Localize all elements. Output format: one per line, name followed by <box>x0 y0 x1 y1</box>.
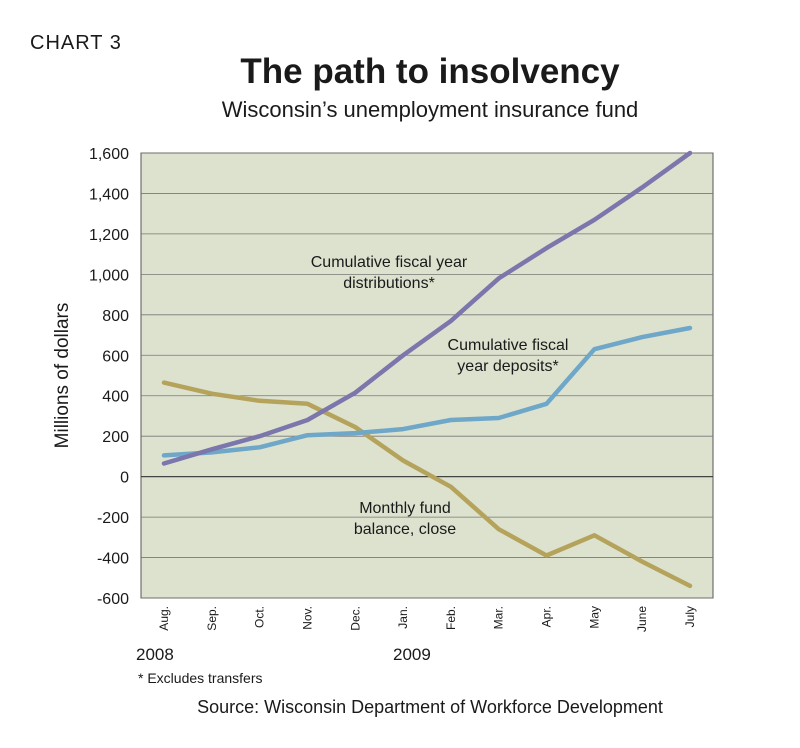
series-label: Cumulative fiscal year deposits* <box>448 337 569 375</box>
x-tick-label: Feb. <box>444 606 458 630</box>
x-tick-label: Apr. <box>540 606 554 627</box>
series-label-line: Cumulative fiscal year <box>311 254 468 271</box>
x-tick-label: Jan. <box>396 606 410 629</box>
series-line <box>161 380 693 589</box>
chart-title: The path to insolvency <box>240 52 620 91</box>
x-tick-label: Nov. <box>300 606 314 630</box>
footnote: * Excludes transfers <box>138 670 263 686</box>
series-line <box>161 325 693 458</box>
year-label: 2008 <box>136 645 174 664</box>
y-tick-label: -200 <box>97 510 129 527</box>
y-tick-label: 1,600 <box>89 146 129 163</box>
x-tick-label: Oct. <box>253 606 267 628</box>
x-tick-label: Sep. <box>205 606 219 631</box>
series-label-line: distributions* <box>343 275 435 292</box>
chart-number-label: CHART 3 <box>30 32 122 54</box>
series-label: Cumulative fiscal year distributions* <box>311 254 468 292</box>
x-tick-label: May <box>587 606 601 629</box>
series-label-line: balance, close <box>354 521 456 538</box>
y-tick-label: 200 <box>102 429 129 446</box>
gridlines <box>141 152 713 599</box>
y-tick-label: 800 <box>102 308 129 325</box>
year-label: 2009 <box>393 645 431 664</box>
x-axis-tick-labels: Aug. Sep. Oct. Nov. Dec. Jan. Feb. Mar. Apr. May J… <box>157 606 697 632</box>
source-note: Source: Wisconsin Department of Workforc… <box>197 697 663 717</box>
y-tick-label: 1,200 <box>89 227 129 244</box>
x-tick-label: June <box>635 606 649 632</box>
y-axis-label: Millions of dollars <box>52 303 73 449</box>
y-axis-tick-labels: 1,600 1,400 1,200 1,000 800 600 400 200 0 -200 -40… <box>89 146 129 608</box>
y-tick-label: -600 <box>97 591 129 608</box>
series-lines <box>161 150 693 589</box>
series-label-line: year deposits* <box>457 358 558 375</box>
plot-area <box>140 152 714 599</box>
series-labels: Cumulative fiscal year distributions*Cumu… <box>311 254 569 538</box>
y-tick-label: 400 <box>102 389 129 406</box>
series-label-line: Cumulative fiscal <box>448 337 569 354</box>
y-tick-label: 0 <box>120 470 129 487</box>
series-label-line: Monthly fund <box>359 500 451 517</box>
x-axis-year-labels: 2008 2009 <box>136 645 431 664</box>
chart-subtitle: Wisconsin’s unemployment insurance fund <box>221 97 639 122</box>
x-tick-label: Mar. <box>492 606 506 629</box>
y-tick-label: 1,400 <box>89 186 129 203</box>
series-line <box>161 150 693 466</box>
y-tick-label: 1,000 <box>89 267 129 284</box>
y-tick-label: 600 <box>102 348 129 365</box>
x-tick-label: Aug. <box>157 606 171 631</box>
x-tick-label: July <box>683 606 697 627</box>
y-tick-label: -400 <box>97 551 129 568</box>
series-label: Monthly fund balance, close <box>354 500 456 538</box>
x-tick-label: Dec. <box>348 606 362 631</box>
